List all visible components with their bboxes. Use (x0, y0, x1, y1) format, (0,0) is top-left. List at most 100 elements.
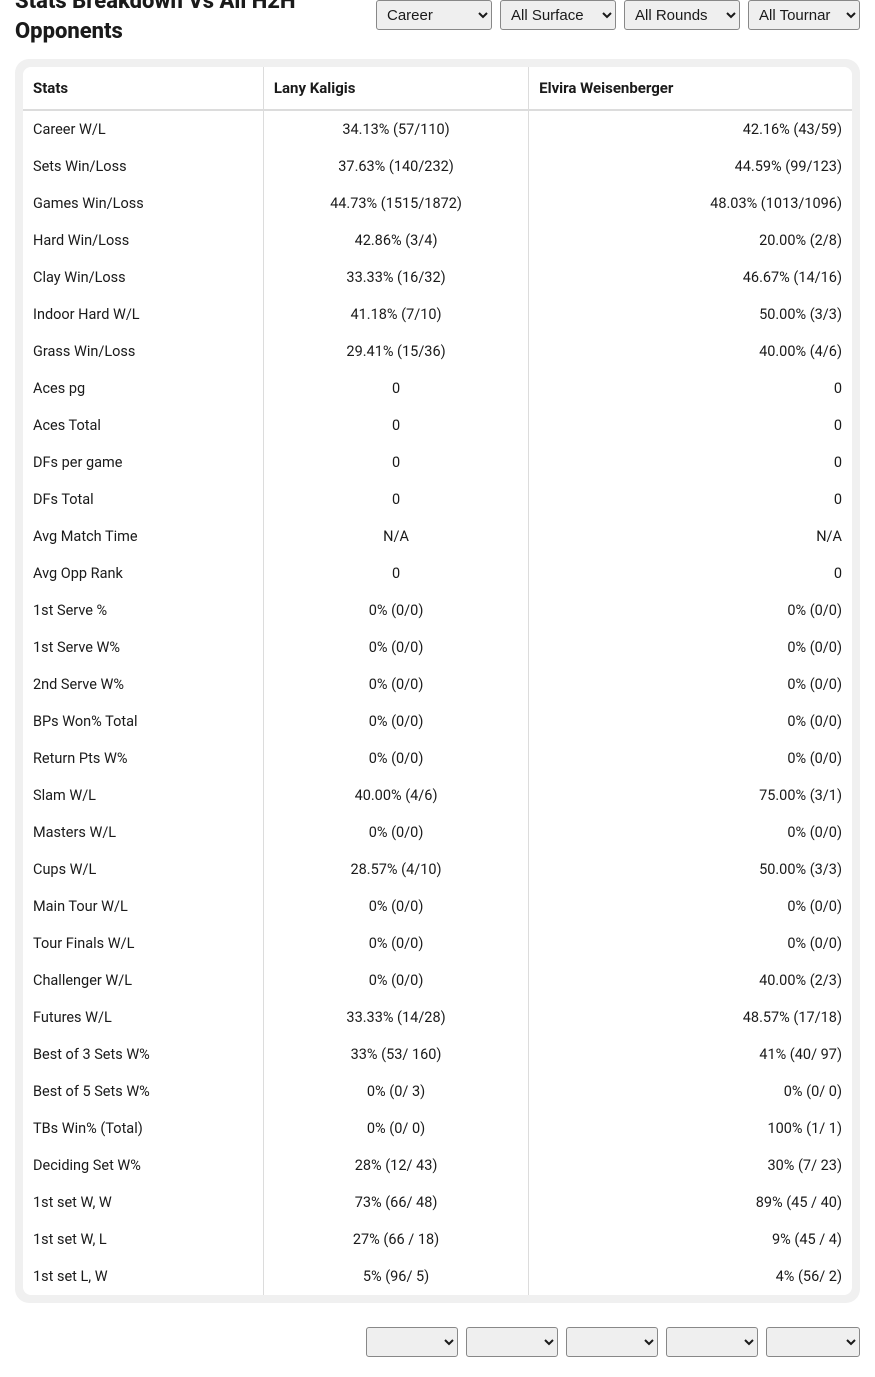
player2-value-cell: 89% (45 / 40) (529, 1184, 852, 1221)
stat-name-cell: DFs Total (23, 481, 263, 518)
player2-value-cell: 0 (529, 370, 852, 407)
table-row: Challenger W/L0% (0/0)40.00% (2/3) (23, 962, 852, 999)
player2-value-cell: 9% (45 / 4) (529, 1221, 852, 1258)
rounds-select[interactable]: All Rounds (624, 0, 740, 30)
table-row: 1st set L, W5% (96/ 5)4% (56/ 2) (23, 1258, 852, 1295)
table-row: 1st set W, L27% (66 / 18)9% (45 / 4) (23, 1221, 852, 1258)
stat-name-cell: Return Pts W% (23, 740, 263, 777)
table-row: Avg Opp Rank00 (23, 555, 852, 592)
stat-name-cell: Avg Opp Rank (23, 555, 263, 592)
player2-value-cell: 0% (0/0) (529, 740, 852, 777)
player2-value-cell: 75.00% (3/1) (529, 777, 852, 814)
top-filters: Career All Surface All Rounds All Tourna… (376, 0, 860, 30)
career-select[interactable]: Career (376, 0, 492, 30)
bottom-filter-5[interactable] (766, 1327, 860, 1357)
stat-name-cell: TBs Win% (Total) (23, 1110, 263, 1147)
player1-value-cell: 41.18% (7/10) (263, 296, 528, 333)
stat-name-cell: Tour Finals W/L (23, 925, 263, 962)
stat-name-cell: Cups W/L (23, 851, 263, 888)
surface-select[interactable]: All Surface (500, 0, 616, 30)
player1-value-cell: 44.73% (1515/1872) (263, 185, 528, 222)
stat-name-cell: Futures W/L (23, 999, 263, 1036)
table-row: Clay Win/Loss33.33% (16/32)46.67% (14/16… (23, 259, 852, 296)
tournaments-select[interactable]: All Tournar (748, 0, 860, 30)
table-row: Games Win/Loss44.73% (1515/1872)48.03% (… (23, 185, 852, 222)
title-line1: Stats Breakdown Vs All H2H (15, 0, 295, 16)
player1-value-cell: 0 (263, 481, 528, 518)
stat-name-cell: Best of 5 Sets W% (23, 1073, 263, 1110)
table-row: 1st set W, W73% (66/ 48)89% (45 / 40) (23, 1184, 852, 1221)
player2-value-cell: 100% (1/ 1) (529, 1110, 852, 1147)
player1-value-cell: 0% (0/0) (263, 740, 528, 777)
player1-value-cell: 0% (0/0) (263, 666, 528, 703)
player2-value-cell: 30% (7/ 23) (529, 1147, 852, 1184)
stat-name-cell: DFs per game (23, 444, 263, 481)
stat-name-cell: Aces pg (23, 370, 263, 407)
player2-value-cell: 4% (56/ 2) (529, 1258, 852, 1295)
table-row: TBs Win% (Total)0% (0/ 0)100% (1/ 1) (23, 1110, 852, 1147)
table-row: Return Pts W%0% (0/0)0% (0/0) (23, 740, 852, 777)
player1-value-cell: 37.63% (140/232) (263, 148, 528, 185)
bottom-filter-4[interactable] (666, 1327, 758, 1357)
player1-value-cell: 0 (263, 370, 528, 407)
player2-value-cell: 50.00% (3/3) (529, 851, 852, 888)
player1-value-cell: 33.33% (16/32) (263, 259, 528, 296)
player2-value-cell: 0 (529, 444, 852, 481)
col-header-player2: Elvira Weisenberger (529, 67, 852, 110)
player2-value-cell: 0 (529, 481, 852, 518)
table-row: Best of 3 Sets W%33% (53/ 160)41% (40/ 9… (23, 1036, 852, 1073)
player2-value-cell: 0% (0/0) (529, 814, 852, 851)
player1-value-cell: 33.33% (14/28) (263, 999, 528, 1036)
stats-table-head: Stats Lany Kaligis Elvira Weisenberger (23, 67, 852, 110)
player1-value-cell: 0% (0/0) (263, 703, 528, 740)
stat-name-cell: 1st set W, W (23, 1184, 263, 1221)
player2-value-cell: 40.00% (2/3) (529, 962, 852, 999)
player1-value-cell: 0% (0/ 3) (263, 1073, 528, 1110)
player1-value-cell: 0 (263, 444, 528, 481)
player2-value-cell: 0% (0/0) (529, 703, 852, 740)
player1-value-cell: 0 (263, 407, 528, 444)
player1-value-cell: 40.00% (4/6) (263, 777, 528, 814)
stat-name-cell: Indoor Hard W/L (23, 296, 263, 333)
table-row: Hard Win/Loss42.86% (3/4)20.00% (2/8) (23, 222, 852, 259)
stat-name-cell: 1st set W, L (23, 1221, 263, 1258)
stat-name-cell: Aces Total (23, 407, 263, 444)
player2-value-cell: N/A (529, 518, 852, 555)
stat-name-cell: Sets Win/Loss (23, 148, 263, 185)
table-row: BPs Won% Total0% (0/0)0% (0/0) (23, 703, 852, 740)
col-header-player1: Lany Kaligis (263, 67, 528, 110)
stat-name-cell: Games Win/Loss (23, 185, 263, 222)
stat-name-cell: Masters W/L (23, 814, 263, 851)
player1-value-cell: 0% (0/ 0) (263, 1110, 528, 1147)
player2-value-cell: 0% (0/0) (529, 925, 852, 962)
player1-value-cell: 0% (0/0) (263, 814, 528, 851)
player1-value-cell: 42.86% (3/4) (263, 222, 528, 259)
player2-value-cell: 46.67% (14/16) (529, 259, 852, 296)
player1-value-cell: 27% (66 / 18) (263, 1221, 528, 1258)
table-row: Futures W/L33.33% (14/28)48.57% (17/18) (23, 999, 852, 1036)
table-row: DFs Total00 (23, 481, 852, 518)
bottom-filter-2[interactable] (466, 1327, 558, 1357)
stat-name-cell: 1st Serve W% (23, 629, 263, 666)
player1-value-cell: 0% (0/0) (263, 592, 528, 629)
bottom-filter-3[interactable] (566, 1327, 658, 1357)
stat-name-cell: Best of 3 Sets W% (23, 1036, 263, 1073)
table-row: Sets Win/Loss37.63% (140/232)44.59% (99/… (23, 148, 852, 185)
stat-name-cell: BPs Won% Total (23, 703, 263, 740)
table-row: Masters W/L0% (0/0)0% (0/0) (23, 814, 852, 851)
stat-name-cell: Avg Match Time (23, 518, 263, 555)
table-row: Avg Match TimeN/AN/A (23, 518, 852, 555)
player1-value-cell: 33% (53/ 160) (263, 1036, 528, 1073)
table-row: 1st Serve W%0% (0/0)0% (0/0) (23, 629, 852, 666)
table-row: Grass Win/Loss29.41% (15/36)40.00% (4/6) (23, 333, 852, 370)
player1-value-cell: 34.13% (57/110) (263, 110, 528, 148)
player1-value-cell: 5% (96/ 5) (263, 1258, 528, 1295)
stats-table: Stats Lany Kaligis Elvira Weisenberger C… (23, 67, 852, 1295)
col-header-stats: Stats (23, 67, 263, 110)
player2-value-cell: 20.00% (2/8) (529, 222, 852, 259)
bottom-filter-1[interactable] (366, 1327, 458, 1357)
stat-name-cell: Grass Win/Loss (23, 333, 263, 370)
table-row: Slam W/L40.00% (4/6)75.00% (3/1) (23, 777, 852, 814)
player1-value-cell: 29.41% (15/36) (263, 333, 528, 370)
player1-value-cell: 0 (263, 555, 528, 592)
